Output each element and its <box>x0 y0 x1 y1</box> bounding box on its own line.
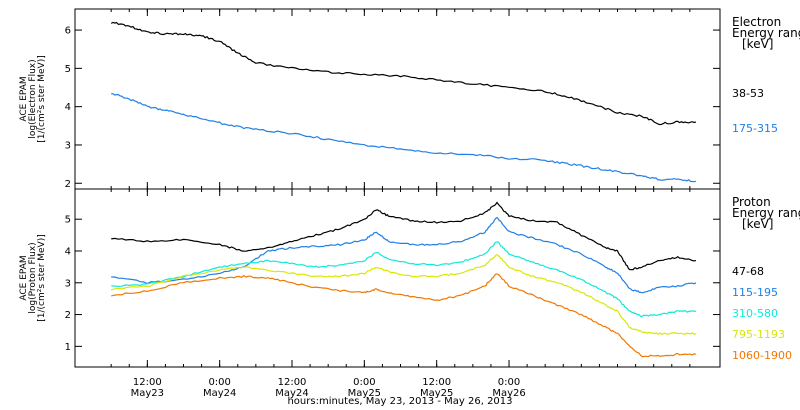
y-axis-label-line: ACE EPAM <box>19 76 29 121</box>
series-line-38-53 <box>110 21 697 126</box>
legend-entry: 38-53 <box>732 87 764 100</box>
x-tick-label: May23 <box>131 388 164 399</box>
legend-title-line: Electron <box>732 15 781 29</box>
y-axis-label: ACE EPAMlog(Proton Flux)[1/(cm²s ster Me… <box>19 234 47 321</box>
legend-entry: 47-68 <box>732 265 764 278</box>
y-tick-label: 5 <box>65 215 71 226</box>
x-tick-label: 12:00 <box>422 377 451 388</box>
series-line-115-195 <box>111 216 697 294</box>
x-tick-label: May26 <box>492 388 525 399</box>
x-axis: 12:00May230:00May2412:00May240:00May2512… <box>131 377 526 399</box>
y-axis-label-line: log(Electron Flux) <box>28 59 38 138</box>
legend-entry: 175-315 <box>732 122 778 135</box>
y-tick-label: 2 <box>65 310 71 321</box>
y-tick-label: 1 <box>65 342 71 353</box>
y-axis-label-line: log(Proton Flux) <box>28 242 38 313</box>
legend-entry: 795-1193 <box>732 328 785 341</box>
electron-panel: 2 3 4 5 6 ACE EPAMlog(Electron Flux)[1/(cm²s … <box>19 8 800 190</box>
x-axis-label: hours:minutes, May 23, 2013 - May 26, 20… <box>287 396 512 407</box>
series-line-795-1193 <box>111 253 697 336</box>
y-axis-label-line: ACE EPAM <box>19 255 29 300</box>
legend-title-line: Energy ranges <box>732 26 800 40</box>
plot-frame <box>74 188 721 368</box>
legend-title-line: Energy ranges <box>732 206 800 220</box>
legend-title-line: [keV] <box>742 217 773 231</box>
legend-entry: 1060-1900 <box>732 349 792 362</box>
x-tick-label: 12:00 <box>278 377 307 388</box>
y-tick-label: 6 <box>65 26 71 37</box>
legend-title-line: [keV] <box>742 37 773 51</box>
x-tick-label: 0:00 <box>498 377 520 388</box>
y-tick-label: 3 <box>65 278 71 289</box>
legend-entry: 310-580 <box>732 307 778 320</box>
series-line-310-580 <box>111 241 696 318</box>
x-tick-label: 0:00 <box>353 377 375 388</box>
x-tick-label: May25 <box>420 388 453 399</box>
x-tick-label: 0:00 <box>208 377 230 388</box>
x-tick-label: May25 <box>348 388 381 399</box>
series-line-47-68 <box>111 201 697 271</box>
series-line-175-315 <box>111 93 697 183</box>
legend-title-line: Proton <box>732 195 771 209</box>
y-tick-label: 5 <box>65 64 71 75</box>
series-line-1060-1900 <box>111 273 697 358</box>
y-tick-label: 3 <box>65 140 71 151</box>
proton-panel: 1 2 3 4 5 ACE EPAMlog(Proton Flux)[1/(cm²s st… <box>19 188 800 368</box>
legend-entry: 115-195 <box>732 286 778 299</box>
y-axis-label-line: [1/(cm²s ster MeV)] <box>37 234 47 321</box>
x-tick-label: 12:00 <box>133 377 162 388</box>
y-tick-label: 4 <box>65 102 71 113</box>
x-tick-label: May24 <box>275 388 308 399</box>
x-tick-label: May24 <box>203 388 236 399</box>
y-tick-label: 2 <box>65 179 71 190</box>
y-axis-label: ACE EPAMlog(Electron Flux)[1/(cm²s ster … <box>19 55 47 142</box>
y-axis-label-line: [1/(cm²s ster MeV)] <box>37 55 47 142</box>
y-tick-label: 4 <box>65 246 71 257</box>
